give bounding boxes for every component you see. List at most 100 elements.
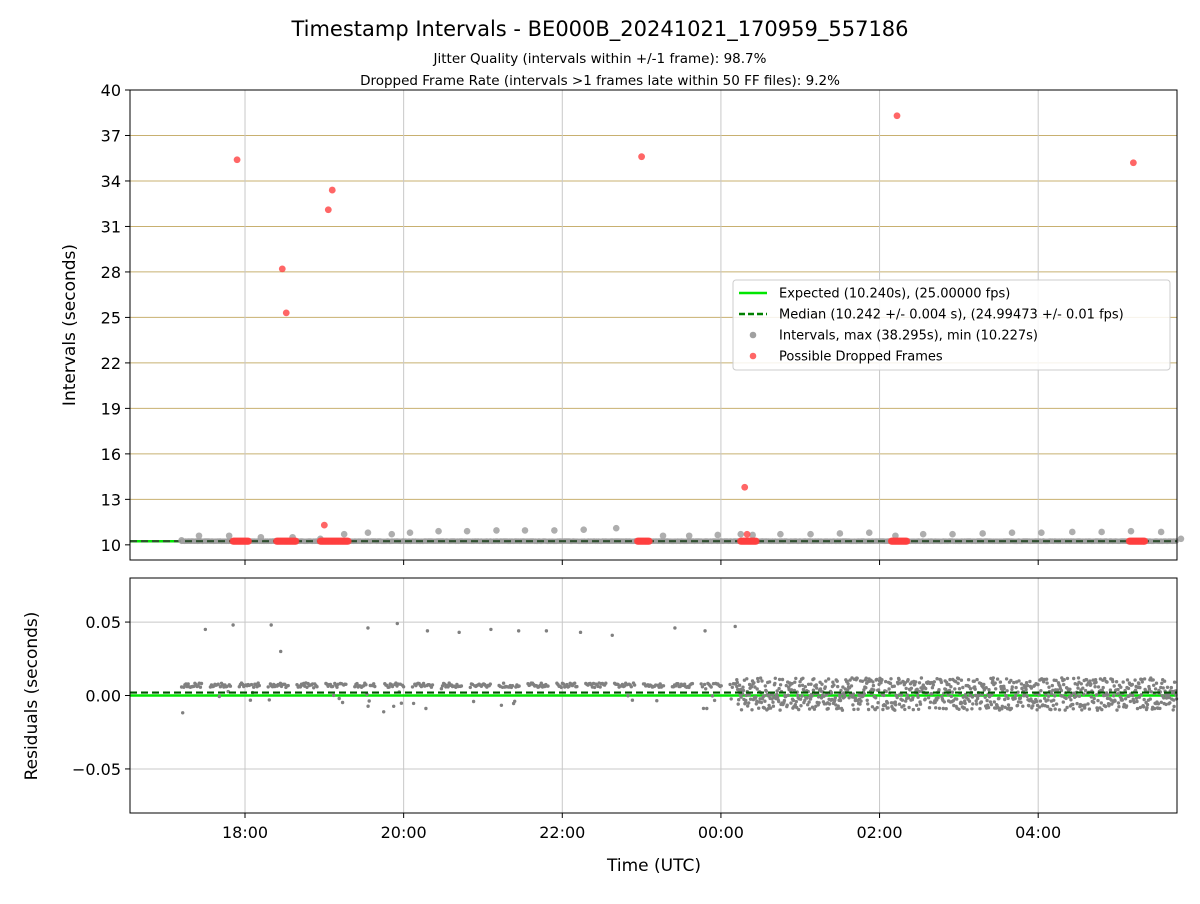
interval-point (892, 532, 899, 540)
residual-point (798, 697, 803, 701)
residual-point (841, 685, 845, 689)
residual-point (1024, 681, 1029, 685)
residual-point (854, 696, 858, 701)
residual-point (1101, 685, 1105, 690)
residual-point (827, 702, 832, 706)
residual-point (944, 707, 948, 711)
residual-point (762, 694, 766, 698)
residual-point (872, 688, 876, 692)
residual-point (218, 685, 223, 689)
residual-point (874, 696, 878, 700)
residual-point (909, 686, 914, 690)
residual-point (809, 682, 813, 686)
residual-point (832, 683, 836, 687)
residual-point (806, 682, 811, 686)
residual-point (1142, 677, 1147, 681)
residual-point (1043, 696, 1047, 701)
residual-point (702, 682, 707, 687)
residual-point (510, 684, 515, 688)
residual-point (1061, 700, 1066, 704)
residual-point (1112, 684, 1116, 688)
residual-point (1133, 688, 1138, 692)
residual-point (598, 685, 602, 689)
residual-point (468, 685, 472, 690)
residual-point (1049, 707, 1053, 712)
residual-outlier (457, 630, 461, 635)
residual-point (1088, 679, 1092, 683)
residual-point (758, 697, 762, 701)
residual-point (811, 688, 816, 692)
residual-point (1142, 705, 1146, 709)
residual-point (701, 706, 706, 711)
residual-point (705, 706, 709, 711)
residual-point (784, 683, 788, 688)
residual-point (776, 695, 780, 699)
residual-point (757, 706, 761, 710)
residual-point (344, 682, 348, 686)
residual-point (851, 692, 856, 696)
residual-point (794, 699, 798, 704)
residual-point (411, 701, 416, 706)
top-ytick-label: 25 (101, 308, 121, 327)
residual-point (181, 711, 185, 715)
interval-point (737, 530, 745, 538)
residual-point (1069, 698, 1073, 702)
residual-point (1147, 687, 1152, 691)
residual-point (546, 684, 550, 688)
residual-point (1006, 703, 1011, 707)
residual-point (266, 685, 270, 689)
residual-point (1031, 704, 1035, 708)
residual-point (789, 701, 793, 705)
residual-point (960, 701, 964, 705)
residual-point (892, 684, 896, 688)
residual-point (1018, 696, 1023, 700)
residual-point (676, 682, 680, 686)
residual-point (805, 696, 809, 700)
residual-point (248, 698, 253, 702)
residual-point (749, 685, 754, 689)
residual-point (859, 699, 863, 703)
residual-point (1169, 685, 1174, 690)
residual-point (799, 704, 803, 708)
residual-point (567, 684, 571, 688)
residual-point (736, 702, 740, 706)
dropped-point (320, 521, 328, 529)
residual-outlier (489, 627, 493, 632)
interval-point (435, 527, 442, 535)
residual-point (935, 677, 939, 681)
residual-point (1012, 680, 1016, 685)
residual-point (592, 685, 597, 690)
residual-point (1051, 688, 1055, 692)
residual-point (488, 682, 492, 686)
residual-point (372, 682, 376, 686)
residual-point (1084, 678, 1089, 682)
residual-point (991, 676, 995, 680)
residual-point (966, 678, 971, 682)
residual-point (848, 678, 852, 682)
residual-point (1038, 699, 1043, 703)
residual-point (928, 700, 933, 704)
residual-point (931, 683, 935, 687)
residual-point (948, 677, 952, 682)
residual-point (1054, 702, 1059, 706)
interval-point (979, 530, 986, 537)
residual-point (746, 704, 750, 708)
residual-point (997, 696, 1001, 700)
residual-point (1153, 687, 1158, 691)
residual-point (875, 705, 879, 710)
residual-point (1172, 680, 1177, 684)
residual-point (1171, 708, 1175, 712)
residual-point (632, 683, 637, 687)
top-axes-frame (129, 89, 1178, 561)
residual-point (794, 676, 798, 681)
residual-outlier (578, 630, 583, 635)
residual-point (1025, 683, 1030, 688)
residual-point (1034, 699, 1039, 704)
residual-point (959, 678, 964, 682)
residual-point (1137, 695, 1142, 699)
residual-point (1161, 686, 1165, 690)
legend-box (732, 279, 1171, 371)
residual-point (913, 682, 917, 687)
residual-point (249, 682, 254, 687)
residual-point (902, 704, 906, 708)
